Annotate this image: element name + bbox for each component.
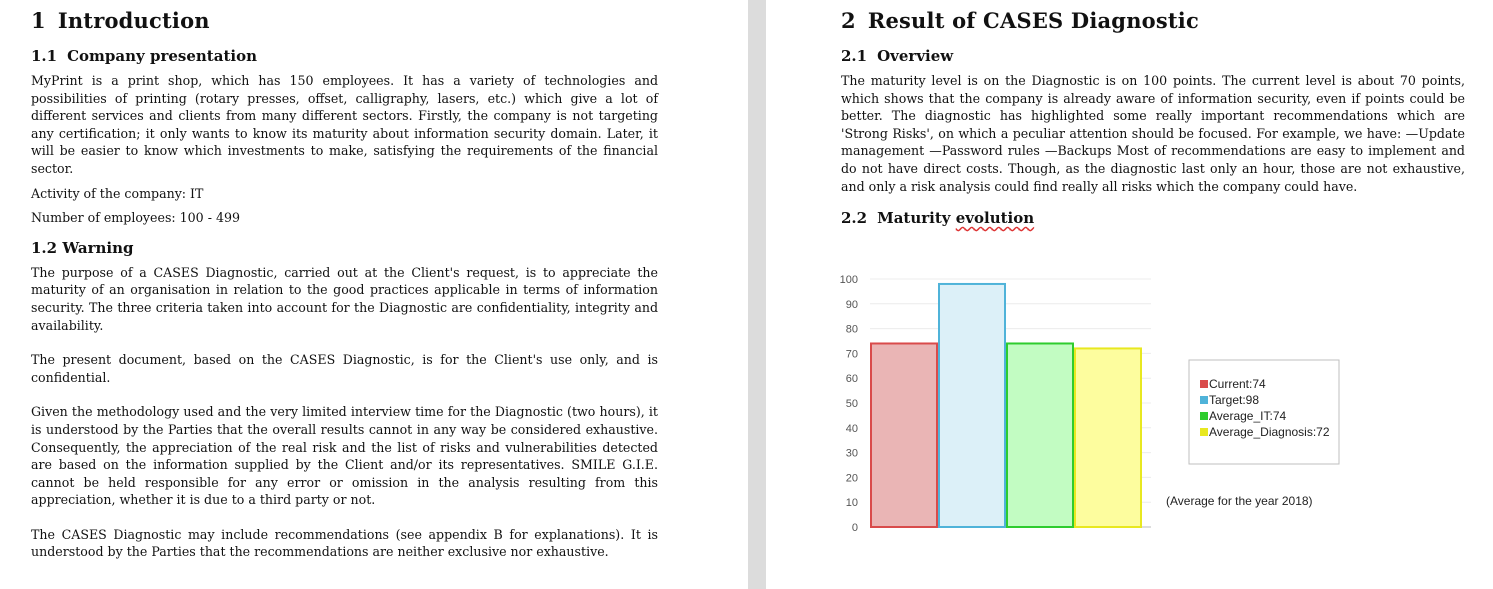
legend-swatch [1200,380,1208,388]
y-tick-label: 60 [846,373,858,385]
chart-legend: Current:74 Target:98 Average_IT:74 Average_… [1188,359,1340,465]
section-2-title: Result of CASES Diagnostic [867,8,1199,33]
subsection-1-1-number: 1.1 [31,47,58,65]
left-page: 1 Introduction 1.1 Company presentation My… [31,8,658,568]
bar-target [938,282,1006,528]
section-1-heading: 1 Introduction [31,8,658,33]
legend-swatch [1200,428,1208,436]
y-tick-label: 80 [846,324,858,336]
legend-label: Target:98 [1209,393,1259,407]
y-tick-label: 10 [846,497,858,509]
bar-current [870,342,938,529]
warning-paragraph-1: The purpose of a CASES Diagnostic, carri… [31,264,658,333]
legend-swatch [1200,412,1208,420]
subsection-2-1-title: Overview [877,47,954,65]
subsection-1-2-heading: 1.2 Warning [31,238,134,257]
chart-annotation: (Average for the year 2018) [1166,494,1313,508]
y-tick-label: 50 [846,398,858,410]
y-tick-label: 90 [846,299,858,311]
subsection-1-1-heading: 1.1 Company presentation [31,47,658,65]
section-2-number: 2 [841,8,856,33]
section-2-heading: 2 Result of CASES Diagnostic [841,8,1465,33]
maturity-chart: 0 10 20 30 40 50 60 70 80 90 100 Current:74 Target:… [840,274,1340,534]
left-page-content: 1 Introduction 1.1 Company presentation My… [31,8,658,568]
subsection-2-1-number: 2.1 [841,47,868,65]
y-tick-label: 0 [852,522,858,534]
subsection-2-2-heading: 2.2 Maturity evolution [841,209,1465,227]
legend-label: Average_IT:74 [1209,409,1286,423]
overview-paragraph: The maturity level is on the Diagnostic … [841,73,1465,194]
legend-label: Average_Diagnosis:72 [1209,425,1330,439]
chart-y-ticks: 0 10 20 30 40 50 60 70 80 90 100 [840,274,858,534]
warning-paragraph-3: Given the methodology used and the very … [31,404,658,508]
legend-box [1188,359,1340,465]
y-tick-label: 30 [846,448,858,460]
section-1-title: Introduction [57,8,210,33]
subsection-1-1-title: Company presentation [67,47,257,65]
subsection-2-2-number: 2.2 [841,209,868,228]
subsection-2-2-title-b: evolution [955,209,1035,228]
y-tick-label: 40 [846,423,858,435]
company-presentation-paragraph: MyPrint is a print shop, which has 150 e… [31,73,658,176]
chart-bars [870,282,1142,529]
company-activity: Activity of the company: IT [31,185,204,201]
right-page: 2 Result of CASES Diagnostic 2.1 Overview … [766,0,1493,589]
subsection-2-1-heading: 2.1 Overview [841,47,1465,65]
subsection-2-2-title-a: Maturity [877,209,956,228]
warning-paragraph-2: The present document, based on the CASES… [31,352,658,385]
warning-paragraph-4: The CASES Diagnostic may include recomme… [31,526,658,560]
legend-label: Current:74 [1209,377,1266,391]
company-employees: Number of employees: 100 - 499 [31,210,240,226]
y-tick-label: 20 [846,472,858,484]
page-gutter [748,0,766,589]
right-page-content: 2 Result of CASES Diagnostic 2.1 Overview … [841,8,1465,234]
y-tick-label: 70 [846,348,858,360]
bar-average-diagnosis [1074,347,1142,528]
bar-average-it [1006,342,1074,529]
legend-swatch [1200,396,1208,404]
y-tick-label: 100 [840,274,858,286]
section-1-number: 1 [31,8,46,33]
